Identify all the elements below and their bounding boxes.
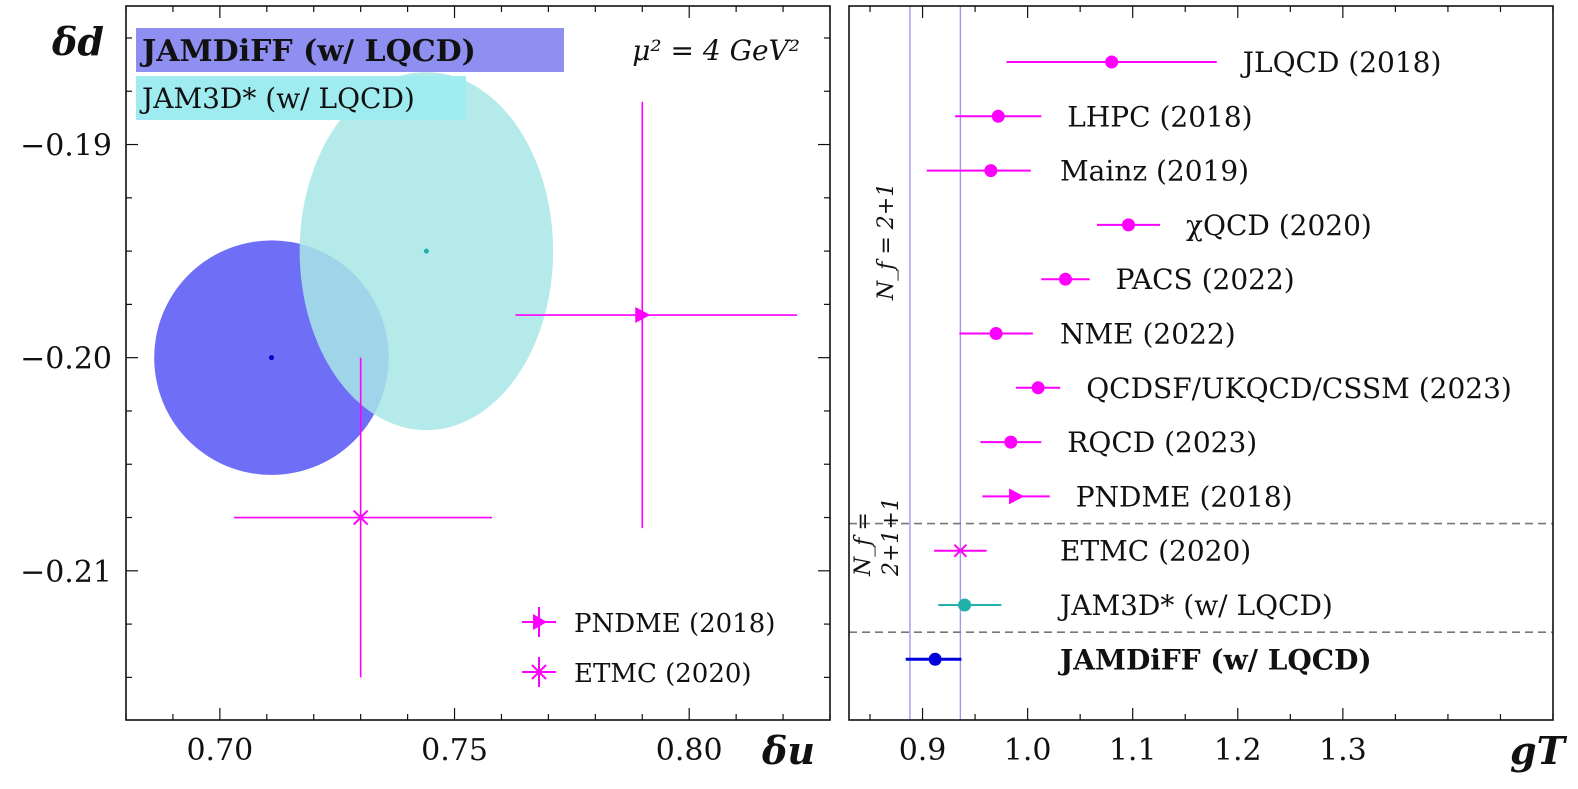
entry-layer: JLQCD (2018) LHPC (2018) Mainz (2019) χQCD … (905, 46, 1512, 676)
point-pacs-2022 (1058, 272, 1072, 286)
jamdiff-label: JAMDiFF (w/ LQCD) (139, 34, 476, 69)
group-label-nf-2p1: N_f = 2+1 (874, 183, 899, 301)
point-pndme-2018 (1009, 488, 1025, 505)
point-nme-2022 (989, 327, 1003, 340)
right-tick-layer: 0.9 1.0 1.1 1.2 1.3 (869, 6, 1554, 768)
jam3d-label-box (136, 76, 466, 120)
separator-layer (849, 522, 1553, 633)
y-tick-label: −0.20 (20, 342, 112, 377)
legend-label-etmc: ETMC (2020) (574, 659, 752, 689)
right-plot-frame (848, 5, 1554, 721)
ellipse-center-jamdiff-w-lqcd (268, 355, 274, 361)
y-tick-label: −0.21 (20, 555, 112, 590)
y-tick-label: −0.19 (20, 129, 112, 164)
point-etmc-2020 (953, 543, 968, 558)
x-axis-title-left: δu (761, 728, 815, 773)
entry-label-rqcd-2023: RQCD (2023) (1067, 426, 1257, 459)
entry-label-pndme-2018: PNDME (2018) (1076, 480, 1293, 513)
jamdiff-label-box (136, 28, 564, 72)
gt-tick-label: 1.1 (1109, 733, 1157, 768)
ellipse-center-jam3d-w-lqcd (423, 248, 429, 254)
entry-label-jlqcd-2018: JLQCD (2018) (1240, 46, 1442, 79)
group-label-nf-2p1p1-line2: 2+1+1 (879, 497, 904, 577)
entry-label-lhpc-2018: LHPC (2018) (1067, 100, 1252, 133)
entry-label-jamdiff-w-lqcd: JAMDiFF (w/ LQCD) (1057, 643, 1372, 676)
gt-tick-label: 0.9 (899, 733, 947, 768)
x-tick-label: 0.80 (656, 733, 723, 768)
legend-label-pndme: PNDME (2018) (574, 609, 775, 639)
scale-annotation: μ² = 4 GeV² (632, 34, 800, 67)
right-panel: JLQCD (2018) LHPC (2018) Mainz (2019) χQCD … (848, 5, 1568, 773)
point-qcd-2020 (1121, 218, 1135, 232)
left-plot-frame (125, 5, 831, 721)
point-lhpc-2018 (991, 109, 1005, 123)
point-jam3d-w-lqcd (958, 598, 972, 612)
gt-tick-label: 1.3 (1319, 733, 1367, 768)
legend-pndme-marker (533, 614, 547, 630)
jam3d-label: JAM3D* (w/ LQCD) (139, 82, 415, 115)
legend: PNDME (2018) ETMC (2020) (522, 607, 775, 689)
x-axis-title-right: gT (1510, 728, 1568, 773)
legend-etmc-marker (531, 664, 547, 680)
group-label-nf-2p1p1-line1: N_f = (851, 512, 876, 577)
gt-tick-label: 1.2 (1214, 733, 1262, 768)
y-axis-title: δd (51, 19, 104, 64)
point-pndme-2018 (635, 307, 651, 324)
entry-label-etmc-2020: ETMC (2020) (1060, 535, 1251, 568)
entry-label-qcdsf-ukqcd-cssm-2023: QCDSF/UKQCD/CSSM (2023) (1086, 372, 1512, 405)
ellipse-layer (154, 72, 554, 475)
x-tick-label: 0.70 (186, 733, 253, 768)
left-panel: 0.70 0.75 0.80 −0.19 −0.20 −0.21 JAMDiFF (w/ … (20, 5, 831, 773)
entry-label-mainz-2019: Mainz (2019) (1060, 155, 1249, 188)
point-jamdiff-w-lqcd (928, 652, 942, 666)
left-tick-layer: 0.70 0.75 0.80 −0.19 −0.20 −0.21 (20, 6, 831, 768)
point-qcdsf-ukqcd-cssm-2023 (1031, 381, 1045, 395)
entry-label-jam3d-w-lqcd: JAM3D* (w/ LQCD) (1057, 589, 1333, 622)
entry-label-qcd-2020: χQCD (2020) (1186, 209, 1372, 242)
point-etmc-2020 (352, 509, 369, 526)
x-tick-label: 0.75 (421, 733, 488, 768)
point-rqcd-2023 (1004, 435, 1018, 449)
entry-label-pacs-2022: PACS (2022) (1116, 263, 1295, 296)
point-jlqcd-2018 (1105, 55, 1119, 69)
gt-tick-label: 1.0 (1004, 733, 1052, 768)
entry-label-nme-2022: NME (2022) (1060, 318, 1236, 351)
series-layer (233, 101, 798, 678)
point-mainz-2019 (984, 164, 998, 178)
